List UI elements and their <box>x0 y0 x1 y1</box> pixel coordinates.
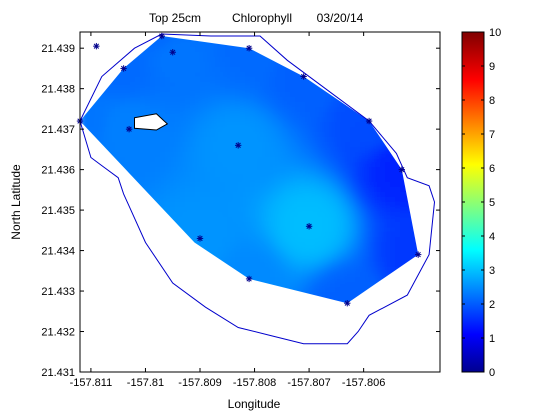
sample-point-marker <box>93 42 100 50</box>
title-variable: Chlorophyll <box>232 11 292 25</box>
sample-point-marker <box>414 251 422 258</box>
y-tick-label: 21.435 <box>41 205 75 217</box>
title-date: 03/20/14 <box>317 11 364 25</box>
plot-frame <box>79 31 441 373</box>
y-tick-label: 21.436 <box>41 165 75 177</box>
sample-point-marker <box>125 125 133 133</box>
sample-point-marker <box>305 223 313 230</box>
colorbar-tick-label: 2 <box>489 299 495 311</box>
x-tick-label: -157.811 <box>70 377 113 389</box>
colorbar-tick-label: 5 <box>489 197 495 209</box>
colorbar-tick-label: 3 <box>489 265 495 277</box>
title-depth: Top 25cm <box>149 11 201 25</box>
colorbar-tick-label: 0 <box>489 367 495 379</box>
y-tick-label: 21.433 <box>41 286 75 298</box>
sample-point-marker <box>344 299 351 307</box>
x-tick-label: -157.808 <box>233 377 276 389</box>
sample-point-marker <box>398 166 406 173</box>
x-tick-label: -157.806 <box>342 377 385 389</box>
colorbar-tick-label: 4 <box>489 231 495 243</box>
y-tick-label: 21.432 <box>41 327 75 339</box>
sample-markers <box>76 32 422 307</box>
colorbar-tick-label: 1 <box>489 333 495 345</box>
sample-point-marker <box>365 117 373 125</box>
shoreline-outline <box>79 33 436 345</box>
sample-point-marker <box>196 235 204 242</box>
colorbar-gradient <box>461 31 485 373</box>
x-axis-ticks: -157.811 -157.81 -157.809 -157.808 -157.807-… <box>70 32 385 389</box>
y-tick-label: 21.439 <box>41 43 75 55</box>
colorbar: 0 1 2 3 4 5 6 7 8 9 10 <box>461 27 501 379</box>
sample-point-marker <box>234 142 242 149</box>
plot-area: -157.811 -157.81 -157.809 -157.808 -157.807-… <box>41 31 441 389</box>
colorbar-tick-label: 8 <box>489 95 495 107</box>
sample-point-marker <box>245 275 253 283</box>
x-tick-label: -157.807 <box>287 377 330 389</box>
y-axis-ticks: 21.431 21.432 21.433 21.434 21.435 21.436 21.4… <box>41 43 440 379</box>
y-tick-label: 21.434 <box>41 246 75 258</box>
x-tick-label: -157.81 <box>127 377 164 389</box>
colorbar-ticks: 0 1 2 3 4 5 6 7 8 9 10 <box>462 27 501 379</box>
colorbar-tick-label: 9 <box>489 61 495 73</box>
colorbar-tick-label: 7 <box>489 129 495 141</box>
sample-point-marker <box>300 73 307 80</box>
x-tick-label: -157.809 <box>178 377 221 389</box>
colorbar-tick-label: 10 <box>489 27 501 39</box>
sample-point-marker <box>120 65 127 72</box>
island-gap <box>134 113 169 131</box>
colorbar-tick-label: 6 <box>489 163 495 175</box>
sample-point-marker <box>158 32 166 40</box>
y-axis-label: North Latitude <box>9 164 23 240</box>
y-tick-label: 21.438 <box>41 84 75 96</box>
sample-point-marker <box>169 49 176 56</box>
sample-point-marker <box>245 44 253 52</box>
x-axis-label: Longitude <box>228 397 281 411</box>
y-tick-label: 21.437 <box>41 124 75 136</box>
y-tick-label: 21.431 <box>41 367 75 379</box>
